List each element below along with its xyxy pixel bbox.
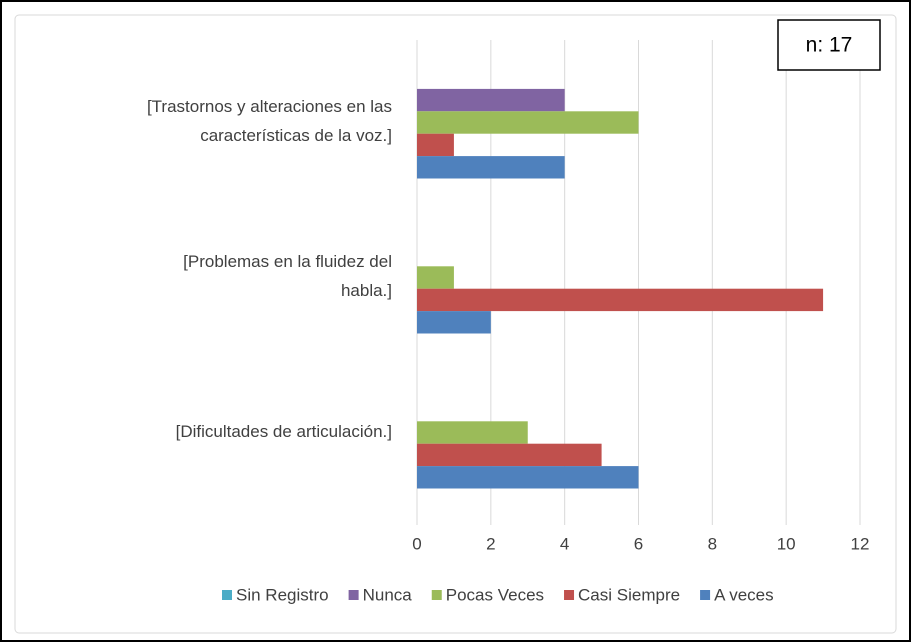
bar: [417, 443, 602, 467]
x-tick-label: 0: [412, 534, 421, 553]
legend-marker: [348, 590, 359, 600]
legend-label: Sin Registro: [236, 585, 329, 604]
bar: [417, 156, 565, 179]
bar: [417, 466, 639, 489]
bar: [417, 133, 454, 157]
legend-marker: [564, 590, 575, 600]
bar: [417, 288, 824, 312]
chart-area: [14, 14, 897, 634]
annotation-box: [777, 19, 881, 71]
bar: [417, 311, 491, 334]
y-tick-label: [Dificultades de articulación.]: [176, 422, 392, 441]
bar: [417, 421, 528, 444]
legend-marker: [431, 590, 442, 600]
annotation: n: 17: [806, 34, 853, 57]
bar: [417, 266, 454, 289]
bar: [417, 88, 565, 112]
x-tick-label: 12: [851, 534, 870, 553]
x-tick-label: 8: [708, 534, 717, 553]
y-tick-label: [Trastornos y alteraciones en las caracte…: [147, 97, 392, 145]
legend-label: Casi Siempre: [578, 585, 680, 604]
x-tick-label: 4: [560, 534, 569, 553]
x-tick-label: 10: [777, 534, 796, 553]
legend-label: Pocas Veces: [446, 585, 544, 604]
x-tick-label: 2: [486, 534, 495, 553]
bar: [417, 111, 639, 134]
legend-label: Nunca: [363, 585, 413, 604]
x-tick-label: 6: [634, 534, 643, 553]
legend-label: A veces: [714, 585, 774, 604]
legend-marker: [700, 590, 711, 600]
y-tick-label: [Problemas en la fluidez del habla.]: [183, 252, 392, 300]
legend-marker: [222, 590, 232, 600]
